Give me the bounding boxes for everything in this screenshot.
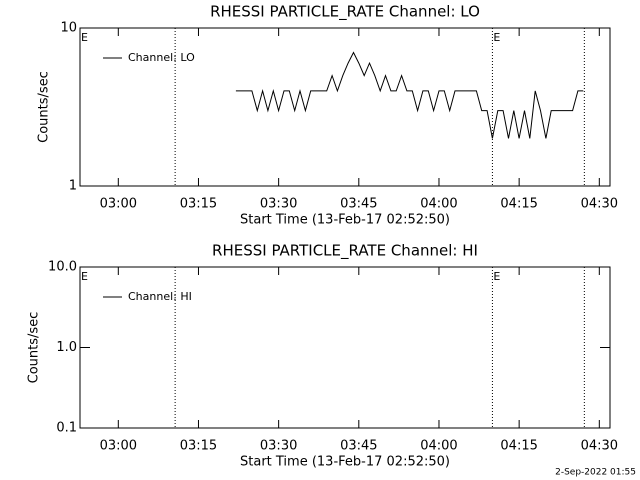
footer: 2-Sep-2022 01:55 <box>555 468 636 478</box>
x-tick-label: 03:45 <box>340 439 377 454</box>
x-tick-label: 03:00 <box>100 197 137 212</box>
chart-title: RHESSI PARTICLE_RATE Channel: LO <box>210 3 480 22</box>
x-tick-label: 04:00 <box>420 197 457 212</box>
x-tick-label: 03:00 <box>100 439 137 454</box>
x-tick-label: 03:30 <box>260 439 297 454</box>
x-tick-label: 04:15 <box>500 197 537 212</box>
event-label: E <box>81 270 88 283</box>
x-tick-label: 04:00 <box>420 439 457 454</box>
x-axis-label: Start Time (13-Feb-17 02:52:50) <box>240 455 450 470</box>
y-tick-label: 1 <box>69 179 77 194</box>
x-tick-label: 04:30 <box>581 197 618 212</box>
x-axis-label: Start Time (13-Feb-17 02:52:50) <box>240 213 450 228</box>
event-label: E <box>81 31 88 44</box>
x-tick-label: 03:15 <box>180 439 217 454</box>
x-tick-label: 03:15 <box>180 197 217 212</box>
y-tick-label: 10 <box>60 21 77 36</box>
x-tick-label: 04:15 <box>500 439 537 454</box>
y-axis-label: Counts/sec <box>37 71 52 143</box>
data-line <box>235 51 584 139</box>
y-tick-label: 0.1 <box>56 421 77 436</box>
plot-frame <box>79 27 611 187</box>
x-tick-label: 03:30 <box>260 197 297 212</box>
x-tick-label: 04:30 <box>581 439 618 454</box>
y-tick-label: 10.0 <box>48 260 77 275</box>
y-tick-label: 1.0 <box>56 340 77 355</box>
event-label: E <box>493 31 500 44</box>
legend-label: Channel: LO <box>128 51 195 64</box>
x-tick-label: 03:45 <box>340 197 377 212</box>
event-label: E <box>493 270 500 283</box>
chart-title: RHESSI PARTICLE_RATE Channel: HI <box>212 242 478 261</box>
y-axis-label: Counts/sec <box>27 312 42 384</box>
legend-label: Channel: HI <box>128 290 192 303</box>
